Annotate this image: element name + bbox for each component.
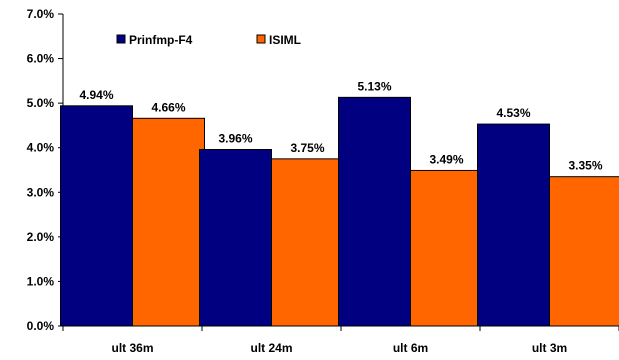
bar bbox=[132, 117, 205, 327]
data-label: 4.94% bbox=[79, 88, 113, 102]
legend-label: Prinfmp-F4 bbox=[129, 33, 193, 47]
legend-swatch bbox=[116, 34, 126, 44]
y-tick-label: 0.0% bbox=[27, 319, 55, 333]
bar bbox=[410, 169, 483, 327]
legend-swatch bbox=[256, 34, 266, 44]
x-tick-label: ult 6m bbox=[393, 341, 428, 355]
data-label: 5.13% bbox=[357, 79, 391, 93]
y-tick-label: 7.0% bbox=[27, 7, 55, 21]
legend-label: ISIML bbox=[269, 33, 301, 47]
data-label: 4.66% bbox=[151, 100, 185, 114]
bar bbox=[338, 96, 411, 327]
bar bbox=[477, 123, 550, 327]
x-tick-label: ult 3m bbox=[532, 341, 567, 355]
y-tick-label: 1.0% bbox=[27, 274, 55, 288]
data-labels: 4.94% 4.66% 3.96% 3.75% 5.13% 3.49% 4.53% 3.35% bbox=[79, 79, 602, 172]
data-label: 3.75% bbox=[290, 141, 324, 155]
y-tick-label: 3.0% bbox=[27, 185, 55, 199]
y-tick-label: 6.0% bbox=[27, 52, 55, 66]
y-tick-label: 2.0% bbox=[27, 230, 55, 244]
legend: Prinfmp-F4 ISIML bbox=[116, 33, 301, 47]
bar bbox=[549, 176, 619, 327]
data-label: 3.35% bbox=[568, 159, 602, 173]
bar bbox=[60, 105, 133, 327]
x-axis: ult 36m ult 24m ult 6m ult 3m bbox=[62, 325, 619, 355]
bar bbox=[199, 148, 272, 327]
data-label: 4.53% bbox=[496, 106, 530, 120]
y-tick-label: 5.0% bbox=[27, 96, 55, 110]
data-label: 3.96% bbox=[218, 131, 252, 145]
data-label: 3.49% bbox=[429, 152, 463, 166]
y-axis: 0.0% 1.0% 2.0% 3.0% 4.0% 5.0% 6.0% 7.0% bbox=[27, 7, 64, 333]
y-tick-label: 4.0% bbox=[27, 141, 55, 155]
bars bbox=[60, 96, 619, 327]
bar bbox=[271, 158, 344, 327]
x-tick-label: ult 36m bbox=[111, 341, 153, 355]
x-tick-label: ult 24m bbox=[250, 341, 292, 355]
